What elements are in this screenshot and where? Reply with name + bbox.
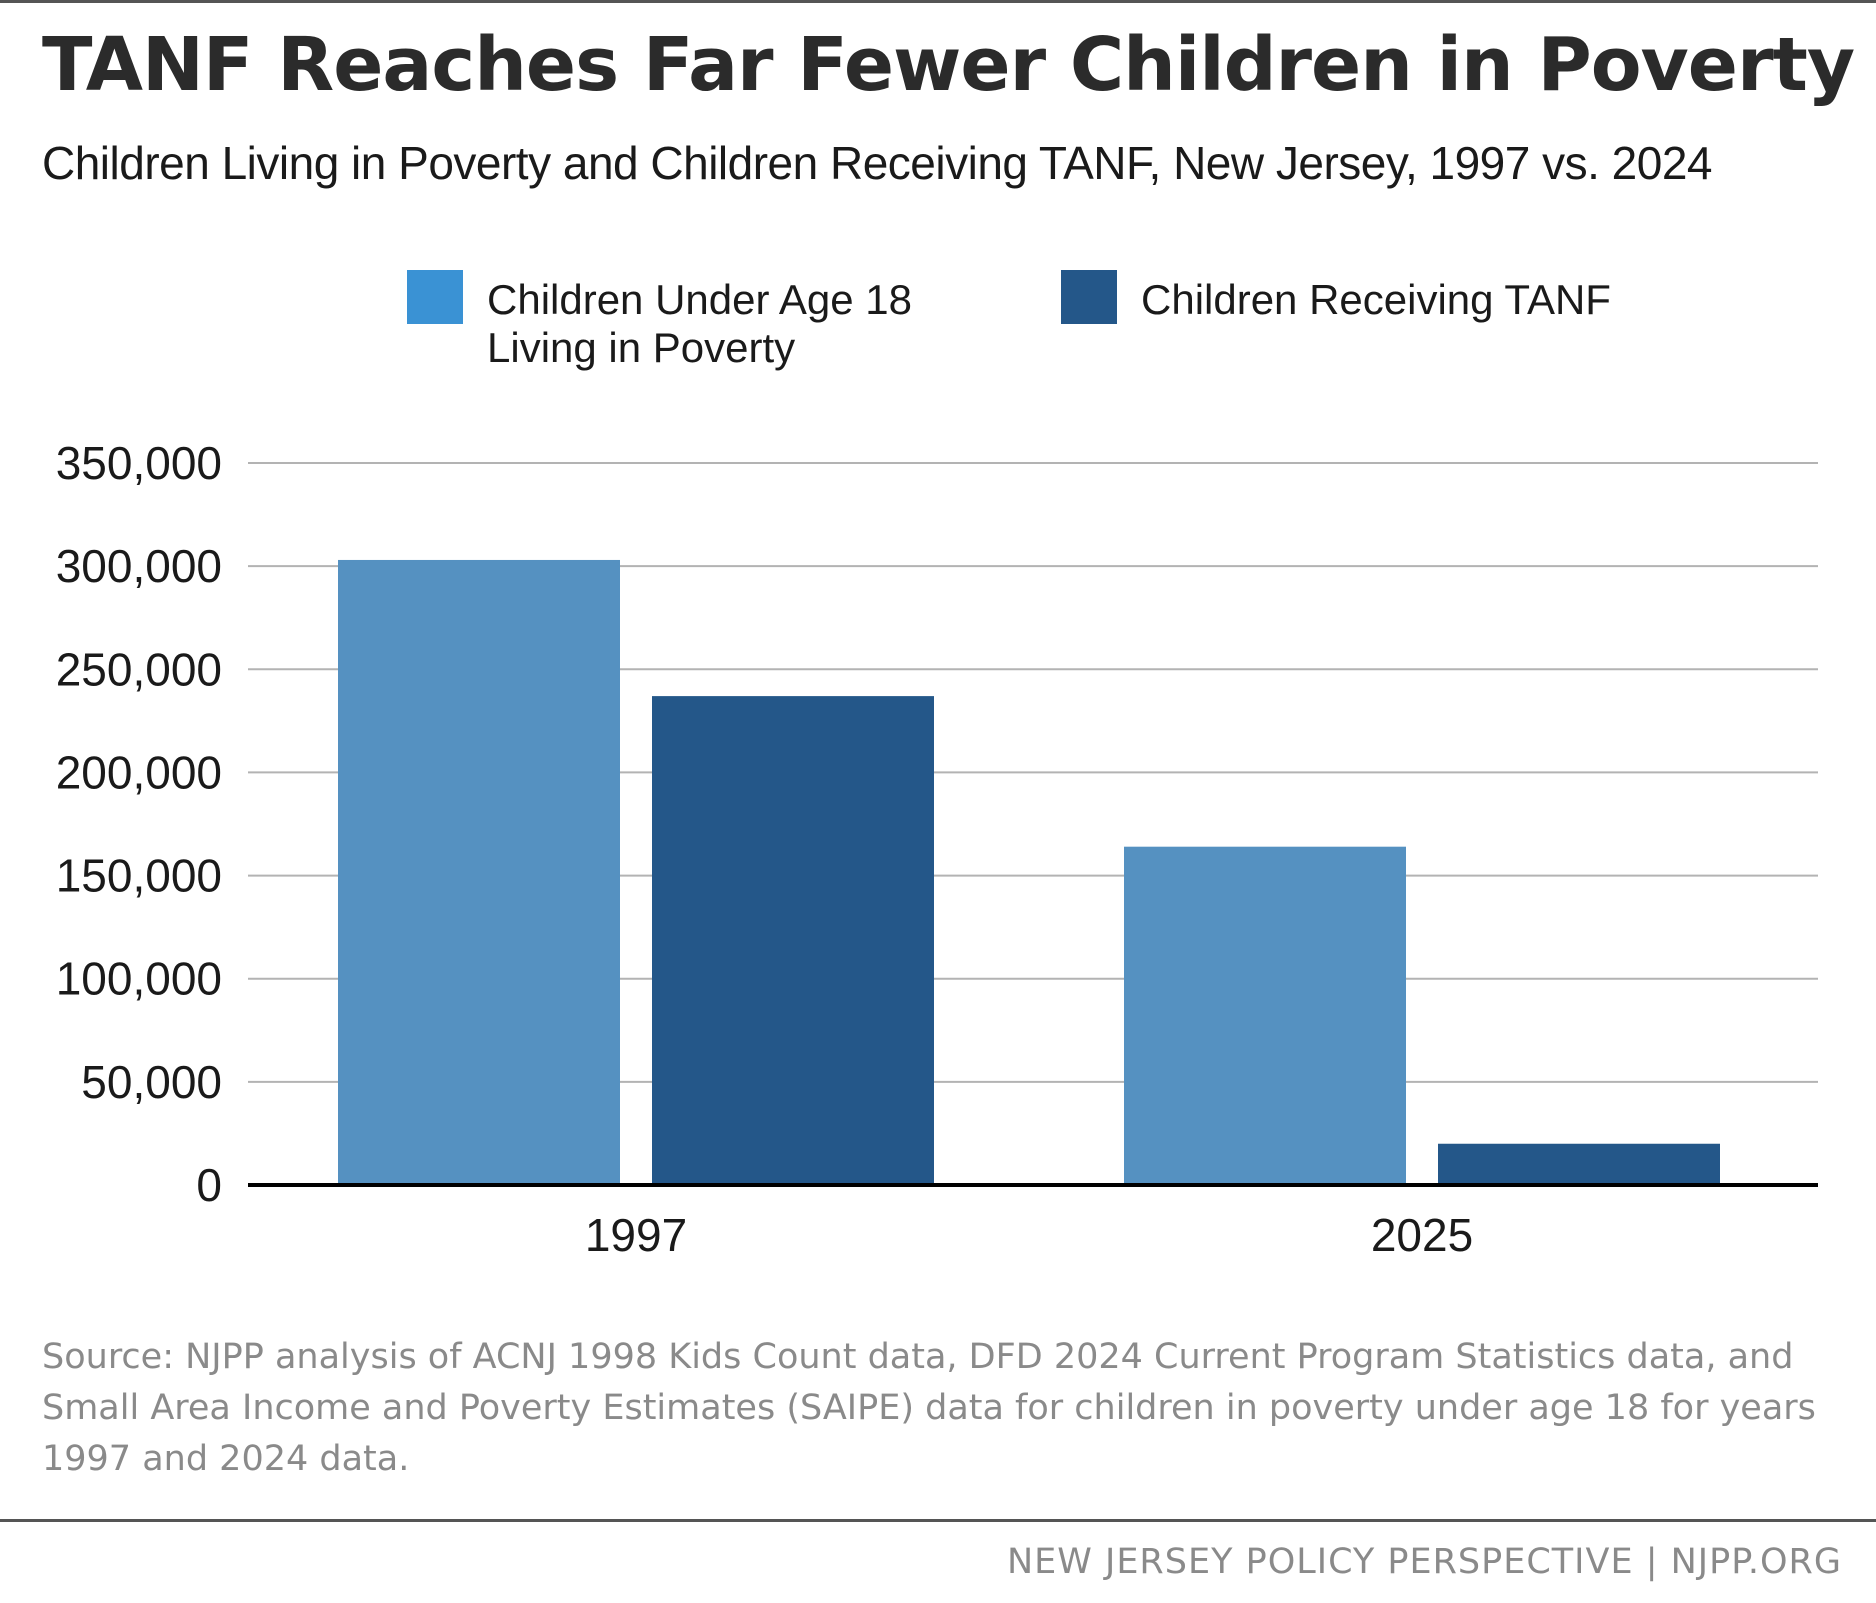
bar-tanf-1997: [652, 696, 934, 1185]
bar-poverty-1997: [338, 559, 620, 1185]
legend-label-tanf: Children Receiving TANF: [1141, 276, 1611, 323]
chart-title: TANF Reaches Far Fewer Children in Pover…: [42, 22, 1855, 108]
bar-chart: 0 50,000 100,000 150,000 200,000 250,000 300,0…: [56, 440, 1818, 1261]
y-tick-label: 300,000: [56, 540, 222, 592]
bottom-rule: [0, 1519, 1876, 1522]
x-tick-label: 1997: [585, 1209, 687, 1261]
y-tick-label: 50,000: [81, 1056, 222, 1108]
y-tick-label: 100,000: [56, 953, 222, 1005]
legend-item-poverty: Children Under Age 18 Living in Poverty: [407, 270, 912, 372]
y-tick-label: 150,000: [56, 850, 222, 902]
footer-credit: NEW JERSEY POLICY PERSPECTIVE | NJPP.ORG: [1006, 1542, 1842, 1582]
chart-subtitle: Children Living in Poverty and Children …: [42, 137, 1713, 189]
y-tick-label: 350,000: [56, 440, 222, 489]
legend-swatch-poverty: [407, 270, 463, 324]
y-tick-label: 200,000: [56, 746, 222, 798]
legend-swatch-tanf: [1061, 270, 1117, 324]
source-note: Source: NJPP analysis of ACNJ 1998 Kids …: [42, 1337, 1816, 1479]
x-tick-label: 2025: [1371, 1209, 1473, 1261]
legend-label-poverty: Children Under Age 18 Living in Poverty: [487, 276, 912, 371]
bar-poverty-2025: [1124, 846, 1406, 1185]
top-rule: [0, 0, 1876, 3]
y-tick-label: 250,000: [56, 643, 222, 695]
y-tick-label: 0: [196, 1159, 222, 1211]
bar-tanf-2025: [1438, 1143, 1720, 1185]
legend-item-tanf: Children Receiving TANF: [1061, 270, 1611, 324]
